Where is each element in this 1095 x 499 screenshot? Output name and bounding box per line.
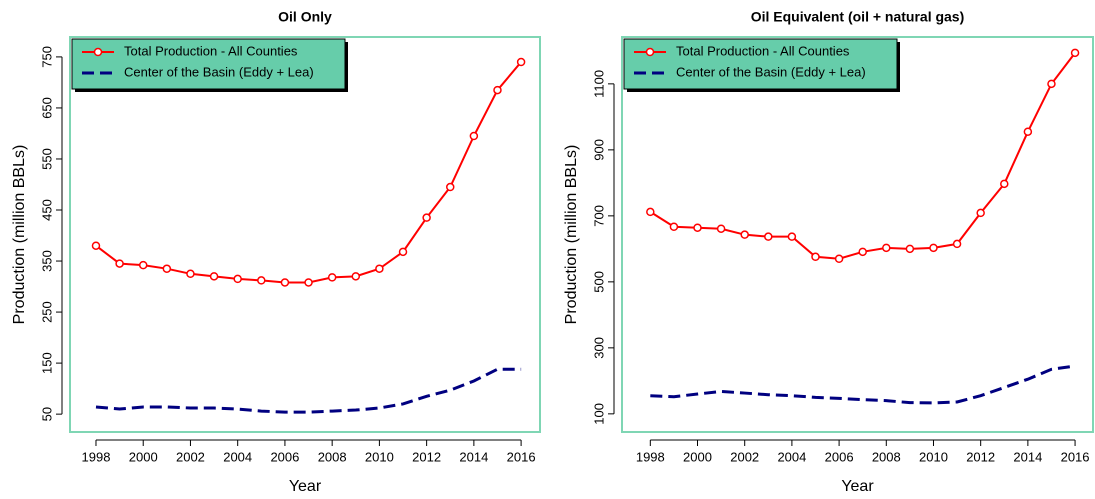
point: [693, 223, 702, 232]
point: [787, 232, 797, 241]
x-tick-label: 2016: [507, 449, 536, 464]
point: [740, 230, 749, 239]
x-tick-label: 2008: [872, 449, 901, 464]
y-tick-label: 350: [39, 250, 54, 272]
y-tick-label: 750: [39, 46, 54, 68]
x-tick-label: 2014: [1013, 449, 1042, 464]
point: [669, 222, 679, 231]
point: [1047, 79, 1056, 89]
x-tick-label: 2012: [966, 449, 995, 464]
point: [811, 252, 820, 262]
legend: [623, 38, 898, 90]
legend-marker: [645, 47, 655, 57]
line: [95, 61, 522, 284]
x-tick-label: 2012: [412, 449, 441, 464]
y-tick-label: 150: [39, 352, 54, 374]
legend-marker: [93, 47, 103, 57]
x-tick-label: 1998: [82, 449, 111, 464]
legend-label: Total Production - All Counties: [676, 43, 850, 58]
legend-label: Center of the Basin (Eddy + Lea): [124, 64, 314, 79]
point: [186, 269, 195, 279]
y-tick-label: 300: [591, 337, 606, 359]
x-tick-label: 2006: [825, 449, 854, 464]
point: [952, 239, 962, 249]
point: [1070, 48, 1080, 58]
point: [858, 247, 867, 257]
plot-frame: [621, 36, 1094, 433]
point: [446, 182, 455, 192]
point: [375, 264, 384, 273]
chart: Oil Equivalent (oil + natural gas) Year Pr…: [563, 9, 1094, 495]
y-axis-title: Production (million BBLs): [563, 145, 580, 325]
y-tick-label: 1100: [591, 70, 606, 98]
point: [716, 224, 726, 233]
x-tick-label: 2006: [270, 449, 299, 464]
point: [351, 272, 361, 281]
y-tick-label: 50: [39, 407, 54, 421]
x-tick-label: 2014: [459, 449, 488, 464]
point: [398, 247, 408, 257]
y-tick-label: 900: [591, 139, 606, 161]
y-tick-label: 500: [591, 271, 606, 293]
x-tick-label: 2002: [730, 449, 759, 464]
point: [422, 213, 431, 222]
line: [650, 364, 1076, 405]
point: [233, 274, 242, 284]
y-tick-label: 650: [39, 97, 54, 119]
x-axis-title: Year: [289, 478, 322, 495]
chart: Oil Only Year Production (million BBLs) 50 1…: [11, 9, 541, 495]
plot-frame: [69, 36, 541, 433]
y-tick-label: 700: [591, 205, 606, 227]
point: [929, 243, 938, 253]
x-tick-label: 2016: [1061, 449, 1090, 464]
point: [327, 273, 337, 282]
point: [1000, 179, 1009, 189]
x-axis-title: Year: [841, 478, 874, 495]
x-tick-label: 2000: [683, 449, 712, 464]
x-tick-label: 2002: [176, 449, 205, 464]
point: [304, 278, 313, 287]
point: [516, 57, 526, 67]
chart-title: Oil Equivalent (oil + natural gas): [751, 9, 965, 25]
point: [209, 272, 219, 281]
chart-title: Oil Only: [278, 9, 332, 25]
y-tick-label: 250: [39, 301, 54, 323]
point: [162, 264, 172, 273]
x-tick-label: 2004: [223, 449, 252, 464]
x-tick-label: 2000: [129, 449, 158, 464]
y-tick-label: 100: [591, 403, 606, 425]
point: [834, 254, 844, 264]
x-tick-label: 2010: [919, 449, 948, 464]
x-tick-label: 2008: [318, 449, 347, 464]
point: [493, 85, 502, 95]
legend: [71, 38, 346, 90]
point: [257, 276, 266, 285]
x-tick-label: 2010: [365, 449, 394, 464]
point: [91, 241, 101, 250]
y-tick-label: 450: [39, 199, 54, 221]
legend-label: Center of the Basin (Eddy + Lea): [676, 64, 866, 79]
point: [976, 208, 985, 218]
x-tick-label: 2004: [777, 449, 806, 464]
point: [280, 278, 290, 287]
point: [646, 207, 655, 217]
y-tick-label: 550: [39, 148, 54, 170]
point: [469, 131, 479, 141]
point: [115, 259, 124, 268]
point: [764, 232, 773, 241]
point: [1023, 127, 1033, 136]
point: [905, 244, 915, 254]
point: [882, 243, 891, 253]
legend-label: Total Production - All Counties: [124, 43, 298, 58]
x-tick-label: 1998: [636, 449, 665, 464]
y-axis-title: Production (million BBLs): [11, 145, 28, 325]
point: [138, 260, 148, 270]
line: [95, 367, 522, 414]
